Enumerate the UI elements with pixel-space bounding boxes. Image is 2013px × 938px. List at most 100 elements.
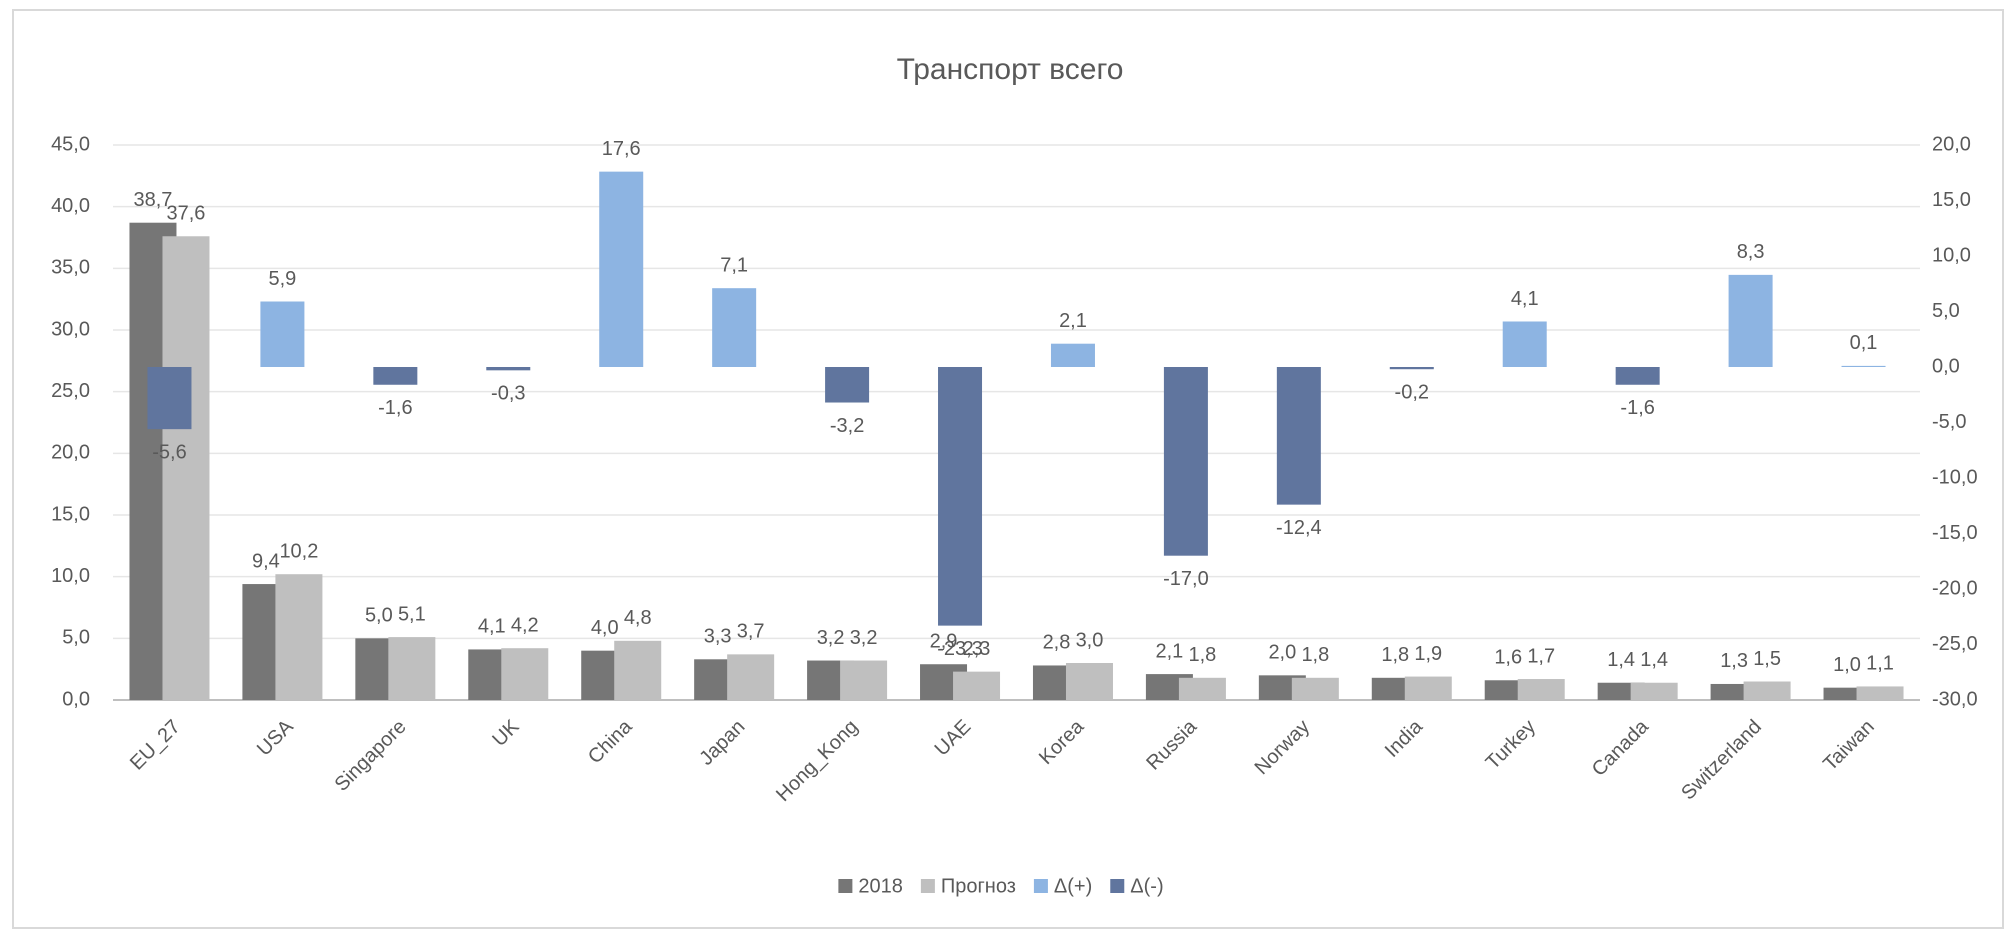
bar (727, 654, 775, 700)
data-label: 3,3 (704, 626, 732, 648)
bar (388, 637, 436, 700)
bar (162, 236, 210, 700)
data-label: -1,6 (1620, 397, 1654, 419)
data-label: -23,3 (937, 638, 983, 660)
y-tick-label: 25,0 (51, 380, 90, 402)
data-label: 3,7 (737, 621, 765, 643)
y-tick-label: 40,0 (51, 195, 90, 217)
data-label: 4,1 (478, 616, 506, 638)
data-label: 5,0 (365, 605, 393, 627)
legend-label: Прогноз (941, 875, 1016, 897)
bar (1276, 367, 1321, 505)
bar (1065, 663, 1113, 700)
legend-swatch (920, 879, 935, 893)
bar (712, 288, 757, 367)
data-label: 1,7 (1527, 645, 1555, 667)
bar (1841, 365, 1886, 367)
bar (501, 648, 549, 700)
bar (1404, 676, 1452, 700)
bar (938, 367, 983, 626)
data-label: -0,2 (1395, 382, 1429, 404)
bar (1050, 343, 1095, 367)
data-label: 1,4 (1607, 649, 1635, 671)
bar (614, 640, 662, 700)
data-label: -1,6 (378, 397, 412, 419)
y-tick-label: 10,0 (51, 565, 90, 587)
y2-tick-label: 15,0 (1932, 189, 1971, 211)
data-label: 1,6 (1494, 647, 1522, 669)
data-label: 0,1 (1850, 332, 1878, 354)
data-label: 1,8 (1381, 644, 1409, 666)
data-label: 1,3 (1720, 650, 1748, 672)
y2-tick-label: 5,0 (1932, 300, 1960, 322)
bar (260, 301, 305, 367)
data-label: 4,8 (624, 607, 652, 629)
data-label: 2,1 (1059, 310, 1087, 332)
bar (1517, 679, 1565, 700)
data-label: 3,2 (850, 627, 878, 649)
y2-tick-label: -20,0 (1932, 577, 1978, 599)
y2-tick-label: -25,0 (1932, 633, 1978, 655)
data-label: 1,9 (1414, 643, 1442, 665)
data-label: 5,9 (269, 268, 297, 290)
bar (373, 367, 418, 385)
legend-swatch (1110, 879, 1125, 893)
data-label: 2,3 (963, 638, 991, 660)
legend-swatch (1033, 879, 1048, 893)
data-label: 38,7 (134, 189, 173, 211)
data-label: -17,0 (1163, 568, 1209, 590)
data-label: 1,8 (1189, 644, 1217, 666)
y-tick-label: 45,0 (51, 133, 90, 155)
bar (1389, 367, 1434, 370)
data-label: 4,0 (591, 617, 619, 639)
bar (1743, 681, 1791, 700)
y2-tick-label: -5,0 (1932, 411, 1966, 433)
chart-frame (12, 9, 2004, 929)
bar (1615, 367, 1660, 385)
bar (1178, 677, 1226, 700)
y2-tick-label: 10,0 (1932, 244, 1971, 266)
data-label: 8,3 (1737, 241, 1765, 263)
y-tick-label: 5,0 (62, 627, 90, 649)
y2-tick-label: 20,0 (1932, 133, 1971, 155)
data-label: 2,1 (1156, 640, 1184, 662)
y-tick-label: 30,0 (51, 318, 90, 340)
legend-swatch (838, 879, 853, 893)
data-label: 2,9 (930, 631, 958, 653)
data-label: 7,1 (720, 254, 748, 276)
data-label: 1,5 (1753, 648, 1781, 670)
bar (599, 171, 644, 367)
data-label: 4,2 (511, 614, 539, 636)
legend-label: Δ(-) (1130, 875, 1163, 897)
bar (1728, 274, 1773, 367)
data-label: 1,4 (1640, 649, 1668, 671)
bar (1502, 321, 1547, 367)
data-label: -3,2 (830, 415, 864, 437)
data-label: 37,6 (167, 203, 206, 225)
bar (1630, 682, 1678, 700)
data-label: -0,3 (491, 383, 525, 405)
y2-tick-label: -30,0 (1932, 688, 1978, 710)
bar (840, 660, 888, 700)
data-label: 1,0 (1833, 654, 1861, 676)
data-label: 3,2 (817, 627, 845, 649)
bar (1163, 367, 1208, 556)
data-label: 2,8 (1043, 632, 1071, 654)
data-label: -5,6 (152, 441, 186, 463)
legend-label: 2018 (858, 875, 903, 897)
bar (1291, 677, 1339, 700)
bar (275, 574, 323, 700)
chart-title: Транспорт всего (897, 53, 1124, 86)
y-tick-label: 20,0 (51, 442, 90, 464)
y-tick-label: 0,0 (62, 688, 90, 710)
data-label: 4,1 (1511, 288, 1539, 310)
data-label: 17,6 (602, 138, 641, 160)
bar (953, 671, 1001, 700)
y2-tick-label: -15,0 (1932, 522, 1978, 544)
data-label: 2,0 (1268, 642, 1296, 664)
data-label: 9,4 (252, 550, 280, 572)
data-label: 3,0 (1076, 629, 1104, 651)
bar (825, 367, 870, 403)
